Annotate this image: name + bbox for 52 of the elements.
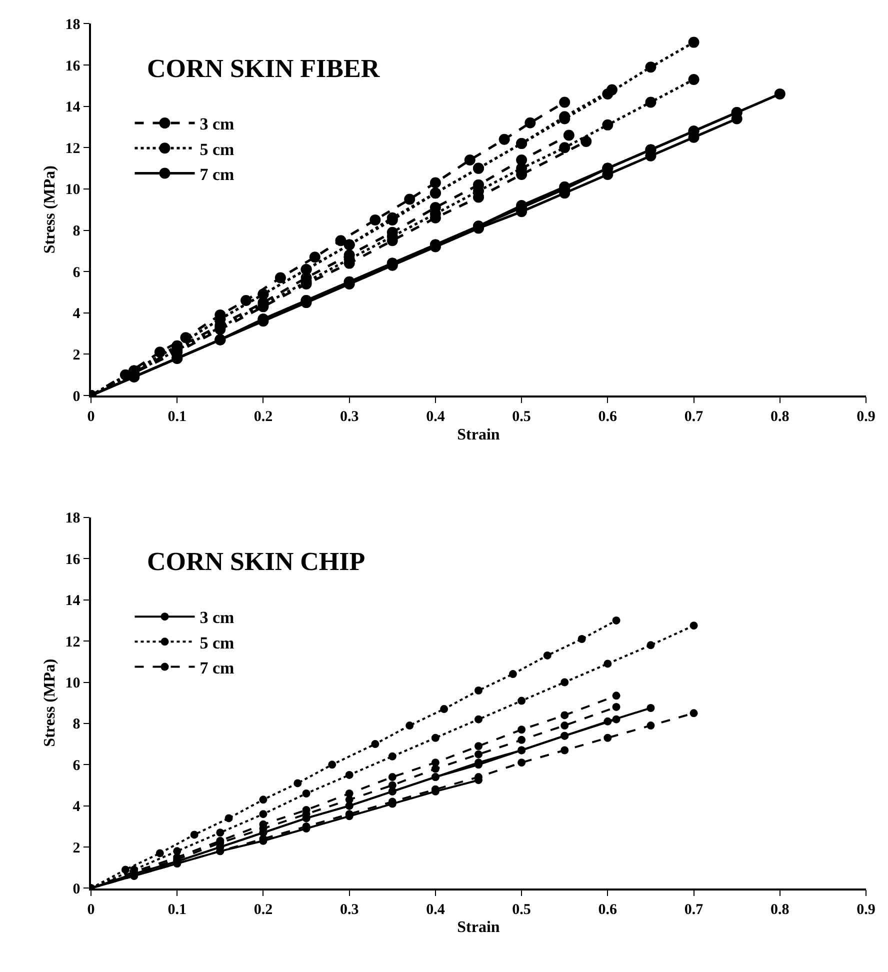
x-tick-label: 0.8 [770, 409, 790, 426]
y-tick-label: 18 [65, 16, 80, 33]
x-tick-label: 0.5 [512, 902, 531, 918]
y-axis-title: Stress (MPa) [42, 166, 59, 254]
x-tick-label: 0.4 [426, 409, 446, 426]
y-tick-label: 8 [72, 224, 80, 240]
y-tick-label: 0 [72, 881, 80, 898]
x-tick-label: 0.2 [254, 902, 273, 918]
x-tick-label: 0 [87, 902, 95, 918]
x-tick-label: 0.5 [512, 409, 531, 426]
y-tick-label: 6 [72, 758, 81, 774]
y-tick-label: 14 [65, 100, 81, 116]
x-axis-title: Strain [457, 919, 500, 936]
y-tick-label: 16 [65, 58, 81, 74]
text: CORN SKIN FIBER [147, 54, 380, 83]
x-tick-label: 0.2 [254, 409, 273, 426]
x-tick-label: 0.9 [856, 409, 876, 426]
x-tick-label: 0.9 [856, 902, 876, 918]
legend-label: 7 cm [200, 164, 234, 184]
y-tick-label: 2 [72, 347, 80, 364]
y-axis-title: Stress (MPa) [42, 658, 59, 747]
x-tick-label: 0.6 [598, 902, 618, 918]
x-tick-label: 0.8 [770, 902, 790, 918]
y-tick-label: 6 [72, 264, 81, 281]
y-tick-label: 4 [72, 799, 81, 816]
y-tick-label: 12 [65, 140, 80, 157]
legend-label: 7 cm [200, 658, 234, 678]
y-tick-label: 8 [72, 716, 80, 733]
y-tick-label: 16 [65, 552, 81, 568]
y-tick-label: 4 [72, 306, 81, 322]
y-tick-label: 10 [65, 676, 80, 692]
text: CORN SKIN CHIP [147, 547, 366, 576]
x-tick-label: 0.7 [684, 902, 704, 918]
legend-label: 5 cm [200, 633, 234, 652]
legend-label: 5 cm [200, 140, 234, 159]
x-tick-label: 0.3 [340, 902, 359, 918]
x-tick-label: 0.3 [340, 409, 359, 426]
y-tick-label: 2 [72, 840, 80, 856]
x-tick-label: 0 [87, 409, 95, 426]
y-tick-label: 18 [65, 510, 80, 527]
legend-label: 3 cm [200, 114, 234, 134]
x-tick-label: 0.7 [684, 409, 704, 426]
x-tick-label: 0.1 [168, 902, 186, 918]
y-tick-label: 10 [65, 182, 80, 198]
y-tick-label: 0 [72, 388, 80, 405]
x-axis-title: Strain [457, 426, 500, 444]
x-tick-label: 0.6 [598, 409, 618, 426]
y-tick-label: 12 [65, 634, 80, 650]
legend-label: 3 cm [200, 608, 234, 628]
x-tick-label: 0.1 [168, 409, 186, 426]
y-tick-label: 14 [65, 593, 81, 610]
x-tick-label: 0.4 [426, 902, 446, 918]
